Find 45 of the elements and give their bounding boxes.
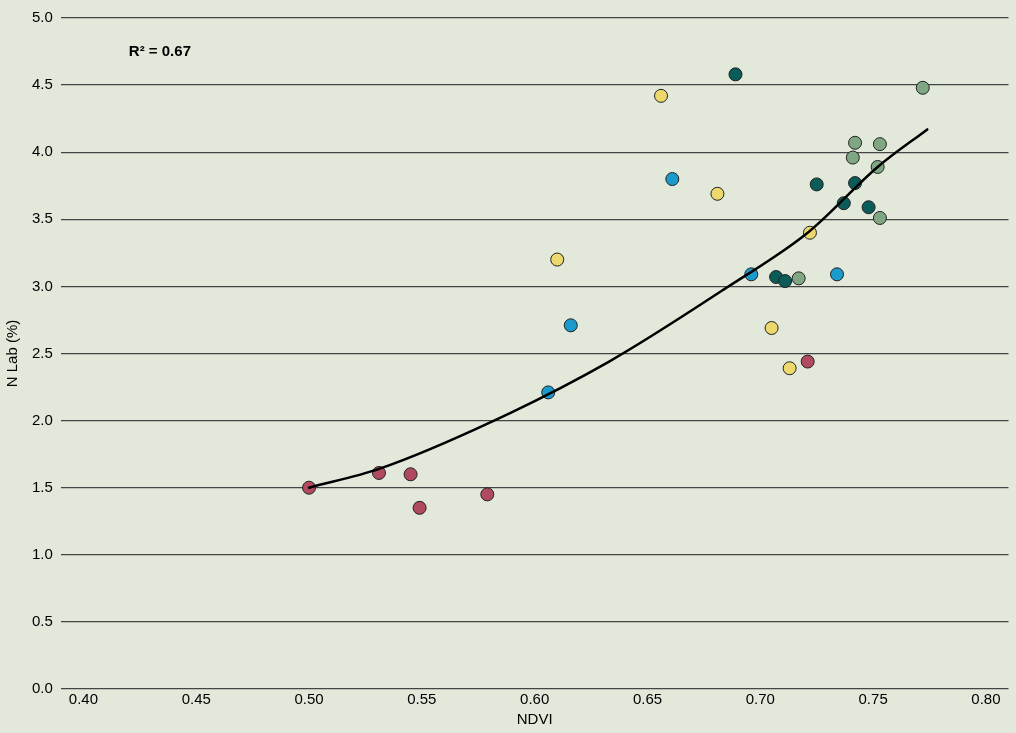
point xyxy=(791,271,806,286)
y-tick-label: 1.0 xyxy=(31,544,53,562)
point xyxy=(915,80,930,95)
point xyxy=(778,274,793,289)
x-tick-label: 0.80 xyxy=(971,690,1001,708)
point xyxy=(563,318,578,333)
point xyxy=(861,200,876,215)
x-tick-label: 0.75 xyxy=(858,690,888,708)
x-axis-title: NDVI xyxy=(516,710,553,728)
point xyxy=(872,137,887,152)
x-tick-label: 0.40 xyxy=(68,690,99,708)
x-tick-label: 0.65 xyxy=(632,690,663,708)
y-tick-label: 3.5 xyxy=(31,209,53,227)
point xyxy=(809,177,824,192)
point xyxy=(800,354,815,369)
x-tick-label: 0.60 xyxy=(520,690,550,708)
point xyxy=(480,487,495,502)
point xyxy=(403,467,418,482)
x-tick-label: 0.45 xyxy=(181,690,211,708)
point xyxy=(728,67,743,82)
x-tick-label: 0.50 xyxy=(294,690,324,708)
x-tick-label: 0.55 xyxy=(407,690,437,708)
point xyxy=(654,88,669,103)
point xyxy=(845,150,860,165)
point xyxy=(764,321,779,335)
y-axis-title: N Lab (%) xyxy=(3,319,21,388)
point xyxy=(782,361,797,376)
y-tick-label: 3.0 xyxy=(31,276,53,294)
point xyxy=(710,186,725,201)
y-tick-label: 1.5 xyxy=(31,477,53,495)
y-tick-label: 2.0 xyxy=(31,410,53,428)
point xyxy=(848,135,863,150)
point xyxy=(550,252,565,267)
y-tick-label: 2.5 xyxy=(31,343,53,361)
point xyxy=(412,500,427,515)
annotation: R² = 0.67 xyxy=(128,42,191,60)
point xyxy=(830,267,845,282)
y-tick-label: 0.5 xyxy=(31,612,53,630)
y-tick-label: 4.0 xyxy=(31,142,53,160)
y-tick-label: 5.0 xyxy=(31,8,53,26)
x-tick-label: 0.70 xyxy=(745,690,775,708)
point xyxy=(872,210,887,225)
point xyxy=(665,172,680,187)
y-tick-label: 4.5 xyxy=(31,75,53,93)
y-tick-label: 0.0 xyxy=(31,679,53,697)
